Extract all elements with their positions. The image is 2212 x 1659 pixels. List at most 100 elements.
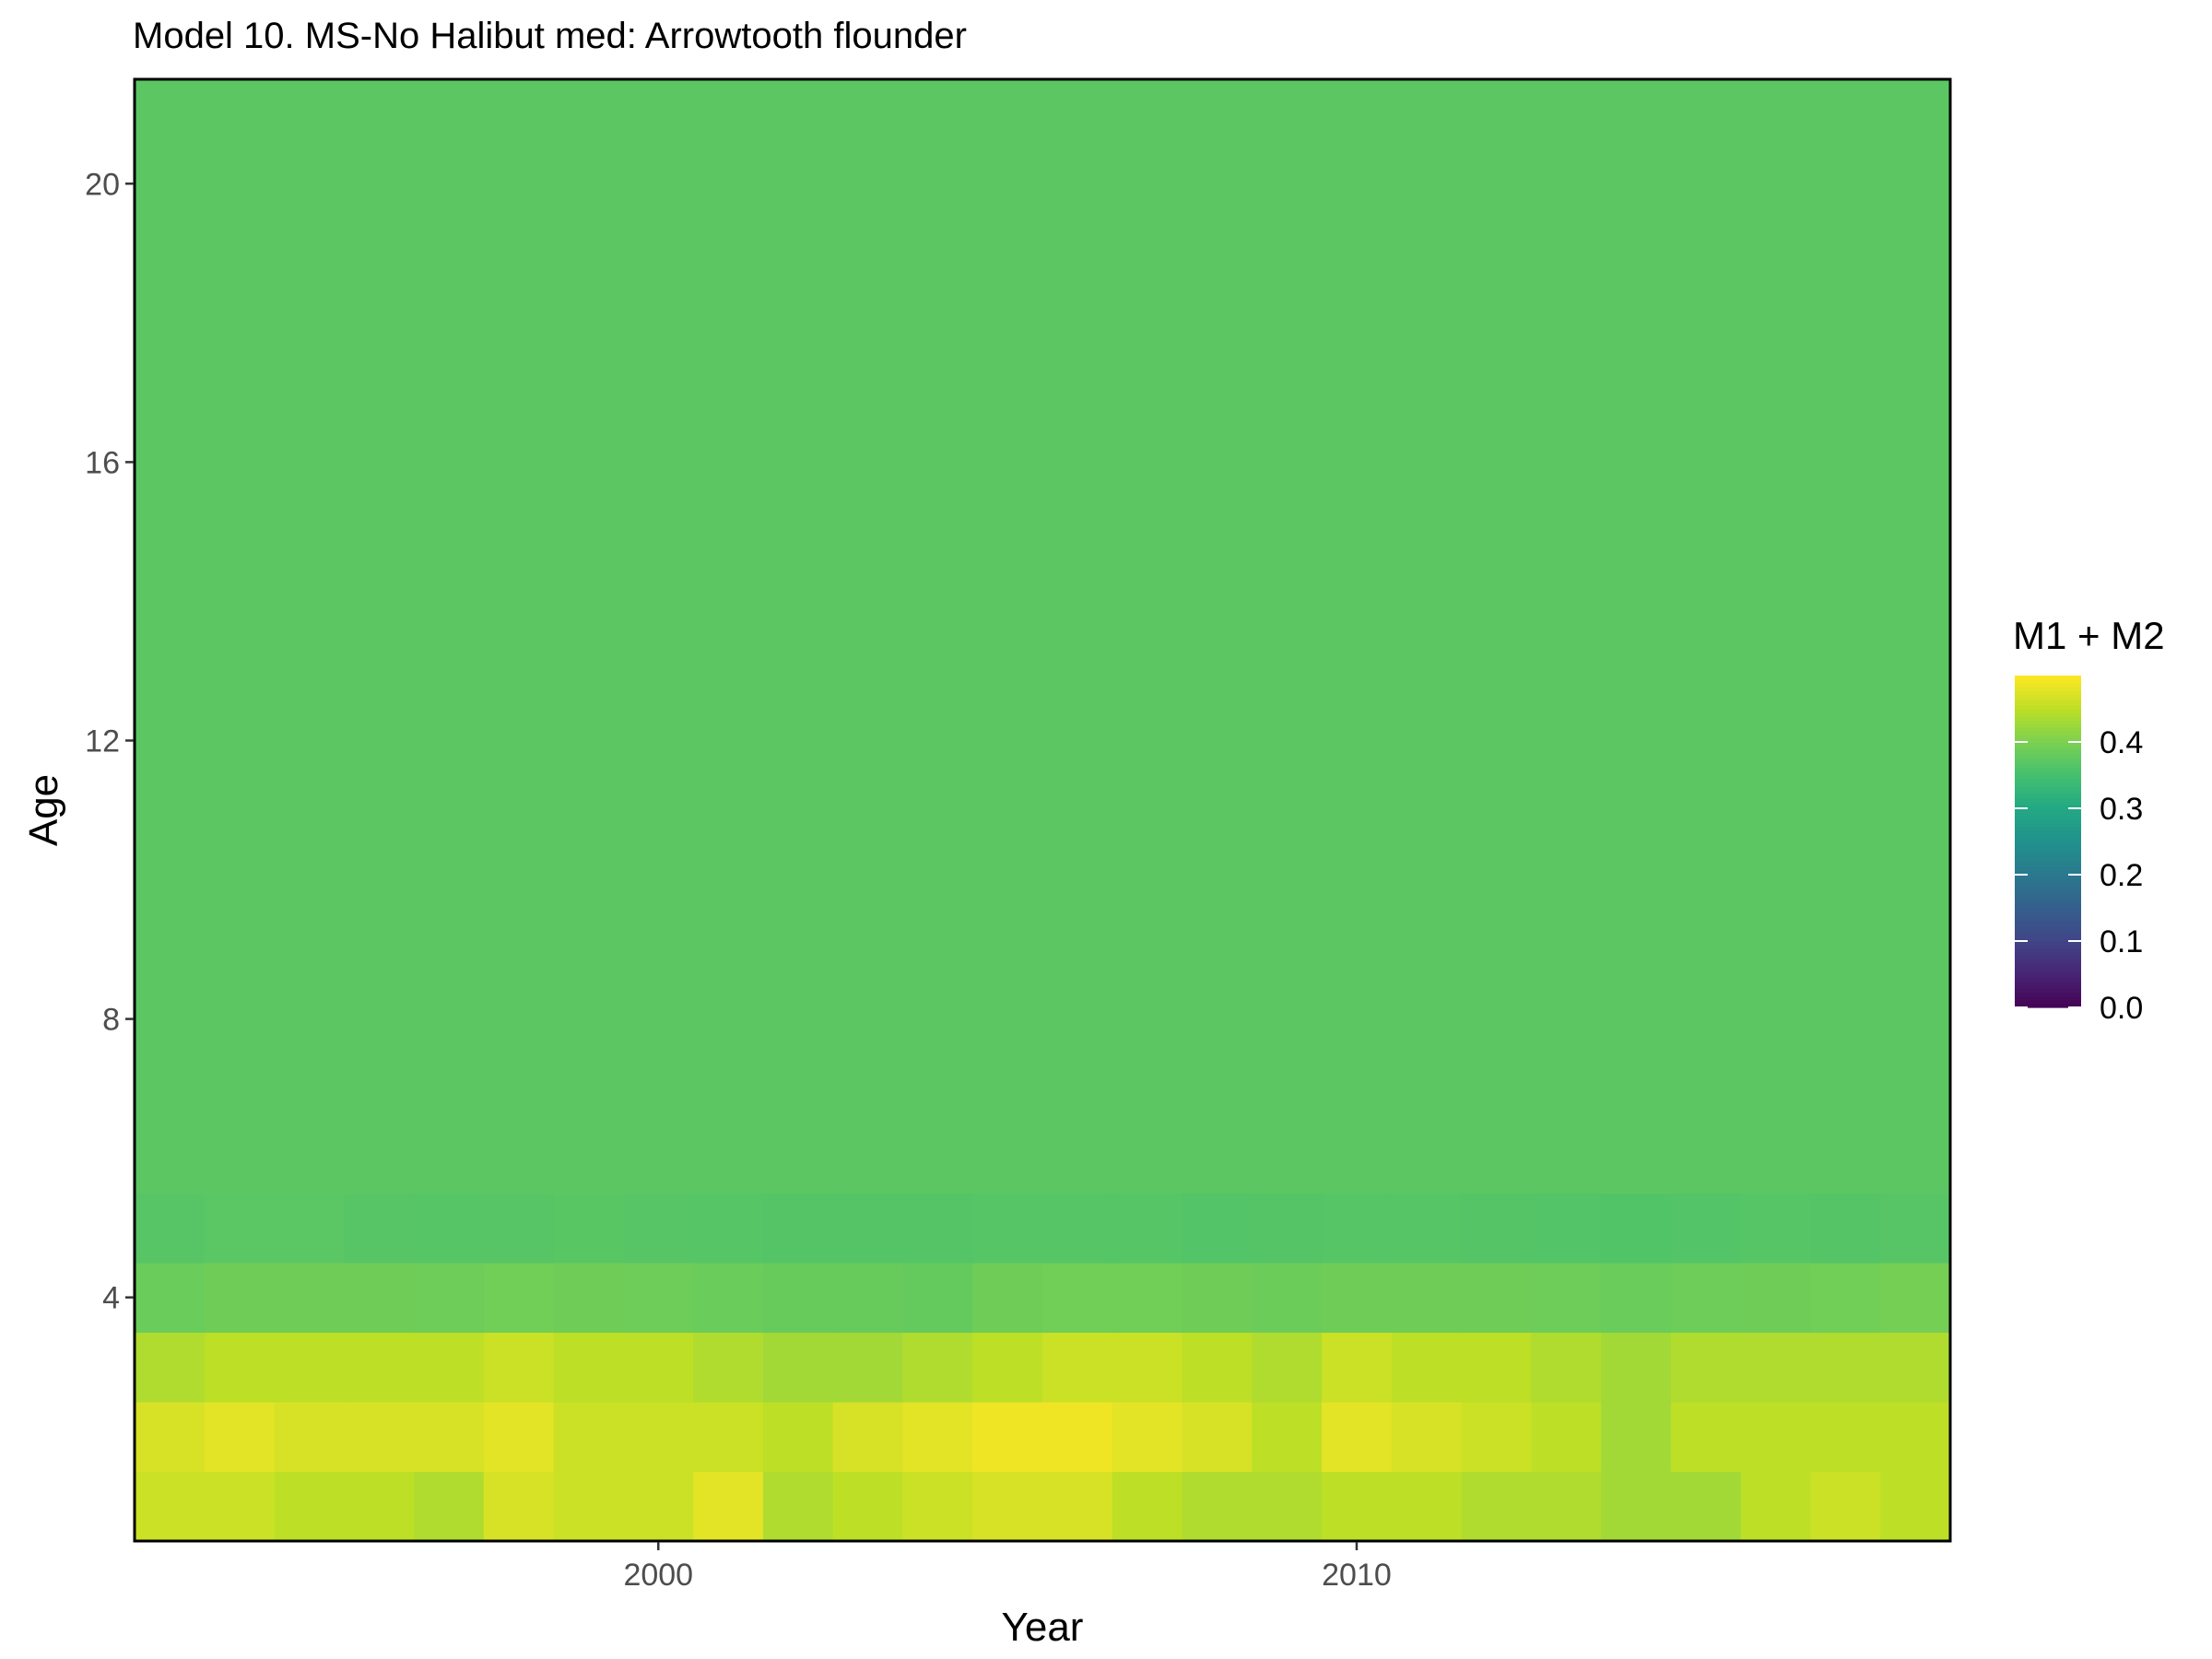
heatmap-cell [1322,1262,1393,1334]
heatmap-cell [1112,1262,1183,1334]
colorbar-strip [2015,948,2081,953]
colorbar-tick-label: 0.4 [2100,725,2143,760]
colorbar-strip [2015,875,2081,879]
colorbar-strip [2015,900,2081,905]
colorbar-strip [2015,790,2081,794]
colorbar-strip [2015,912,2081,916]
colorbar-legend: M1 + M2 0.0 0.1 0.2 0.3 0.4 [2013,614,2165,1026]
heatmap-cell [1880,427,1951,498]
heatmap-cell [1880,914,1951,985]
heatmap-cell [1880,1123,1951,1194]
heatmap-cell [1670,914,1742,985]
heatmap-cell [762,148,834,219]
colorbar-strip [2015,952,2081,957]
heatmap-cell [483,914,555,985]
heatmap-cell [1880,148,1951,219]
heatmap-cell [135,1123,206,1194]
heatmap-cell [1391,705,1463,776]
heatmap-cell [623,148,694,219]
heatmap-cell [553,427,624,498]
heatmap-cell [902,1262,973,1334]
heatmap-cell [902,79,973,150]
heatmap-cell [414,358,485,429]
heatmap-cell [204,358,276,429]
heatmap-cell [1601,288,1672,359]
heatmap-cell [483,636,555,707]
heatmap-cell [1391,148,1463,219]
colorbar-strip [2015,753,2081,758]
colorbar-strip [2015,993,2081,997]
heatmap-cell [762,775,834,846]
heatmap-cell [204,1193,276,1264]
heatmap-cell [762,914,834,985]
heatmap-cell [483,148,555,219]
heatmap-cell [1252,1193,1323,1264]
heatmap-cell [1391,1401,1463,1473]
heatmap-cell [1601,1193,1672,1264]
heatmap-cell [414,636,485,707]
heatmap-cell [204,566,276,637]
heatmap-cell [204,1471,276,1542]
colorbar-strip [2015,775,2081,780]
heatmap-cell [623,1123,694,1194]
heatmap-cell [414,775,485,846]
heatmap-cell [274,1123,345,1194]
heatmap-cell [204,983,276,1054]
heatmap-cell [1461,1471,1532,1542]
colorbar-strip [2015,701,2081,706]
heatmap-cell [274,636,345,707]
heatmap-cell [344,775,415,846]
colorbar-strip [2015,805,2081,809]
heatmap-cell [693,566,764,637]
heatmap-cell [483,1332,555,1403]
heatmap-cell [623,844,694,915]
heatmap-cell [762,983,834,1054]
heatmap-cell [1322,705,1393,776]
chart-title: Model 10. MS-No Halibut med: Arrowtooth … [133,16,967,56]
heatmap-cell [832,148,904,219]
heatmap-cell [1880,79,1951,150]
heatmap-cell [1670,775,1742,846]
heatmap-cell [344,218,415,289]
colorbar-tick-label: 0.2 [2100,858,2143,893]
colorbar-strip [2015,808,2081,813]
heatmap-cell [1670,427,1742,498]
colorbar-strip [2015,919,2081,924]
heatmap-cell [1042,1471,1113,1542]
heatmap-cell [972,1053,1043,1124]
heatmap-cell [274,218,345,289]
y-tick-label: 16 [85,445,120,480]
heatmap-cell [553,497,624,568]
heatmap-cell [902,1471,973,1542]
heatmap-cell [623,705,694,776]
heatmap-cell [1391,1332,1463,1403]
colorbar-strip [2015,731,2081,735]
heatmap-cell [972,914,1043,985]
heatmap-cell [762,1471,834,1542]
heatmap-cell [204,775,276,846]
heatmap-cell [1182,636,1253,707]
heatmap-cell [1042,1193,1113,1264]
heatmap-cell [762,218,834,289]
heatmap-cell [414,148,485,219]
heatmap-cell [1810,218,1881,289]
heatmap-cell [623,1332,694,1403]
colorbar-strip [2015,819,2081,824]
heatmap-cell [274,775,345,846]
heatmap-cell [1461,1332,1532,1403]
heatmap-cell [1322,844,1393,915]
heatmap-cell [135,79,206,150]
heatmap-cell [414,1262,485,1334]
heatmap-cell [553,1193,624,1264]
heatmap-cell [902,636,973,707]
heatmap-cell [762,1123,834,1194]
heatmap-cell [1461,1401,1532,1473]
heatmap-cell [1252,1123,1323,1194]
heatmap-cell [135,844,206,915]
heatmap-cell [1112,427,1183,498]
heatmap-cell [483,497,555,568]
heatmap-cell [344,1262,415,1334]
heatmap-cell [1740,358,1812,429]
heatmap-cell [1391,218,1463,289]
heatmap-cell [1531,636,1602,707]
